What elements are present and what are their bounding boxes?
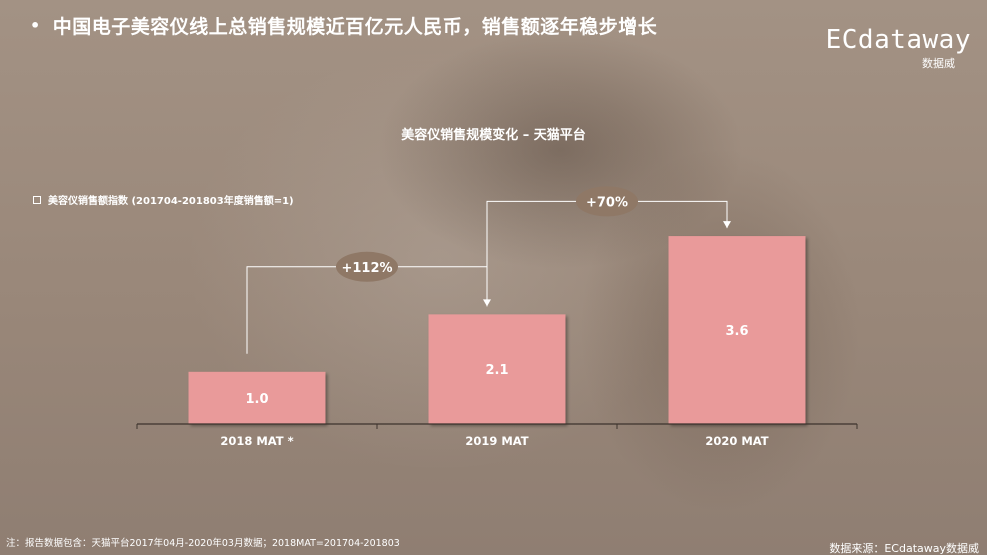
headline-text: 中国电子美容仪线上总销售规模近百亿元人民币，销售额逐年稳步增长 bbox=[52, 16, 658, 38]
category-label-1: 2018 MAT * bbox=[220, 434, 293, 448]
bar-1 bbox=[188, 371, 326, 424]
category-label-2: 2019 MAT bbox=[465, 434, 528, 448]
ecdataway-logo: ECdataway 数据威 bbox=[826, 26, 971, 71]
chart-legend: 美容仪销售额指数 (201704-201803年度销售额=1) bbox=[33, 192, 294, 207]
bar-3 bbox=[668, 236, 806, 424]
bar-2 bbox=[428, 314, 566, 424]
bar-value-label-3: 3.6 bbox=[725, 324, 748, 339]
headline-bullet: • bbox=[30, 16, 41, 35]
chart-title: 美容仪销售规模变化 – 天猫平台 bbox=[401, 128, 586, 143]
growth-arrowhead-1 bbox=[483, 299, 491, 307]
bar-value-label-1: 1.0 bbox=[245, 392, 268, 407]
bar-value-label-2: 2.1 bbox=[485, 363, 508, 378]
logo-chinese-name: 数据威 bbox=[922, 57, 955, 70]
footnote: 注：报告数据包含：天猫平台2017年04月-2020年03月数据；2018MAT… bbox=[6, 538, 400, 549]
legend-swatch bbox=[33, 195, 41, 204]
growth-label-2: +70% bbox=[586, 195, 628, 210]
legend-label: 美容仪销售额指数 (201704-201803年度销售额=1) bbox=[48, 196, 294, 207]
data-source: 数据来源：ECdataway数据威 bbox=[829, 542, 979, 555]
logo-wordmark: ECdataway bbox=[825, 25, 971, 55]
growth-label-1: +112% bbox=[341, 261, 392, 276]
page-headline: • 中国电子美容仪线上总销售规模近百亿元人民币，销售额逐年稳步增长 bbox=[30, 12, 657, 39]
growth-bubble-2 bbox=[576, 186, 638, 217]
growth-arrowhead-2 bbox=[723, 221, 731, 229]
growth-bubble-1 bbox=[336, 251, 398, 282]
category-label-3: 2020 MAT bbox=[705, 434, 768, 448]
